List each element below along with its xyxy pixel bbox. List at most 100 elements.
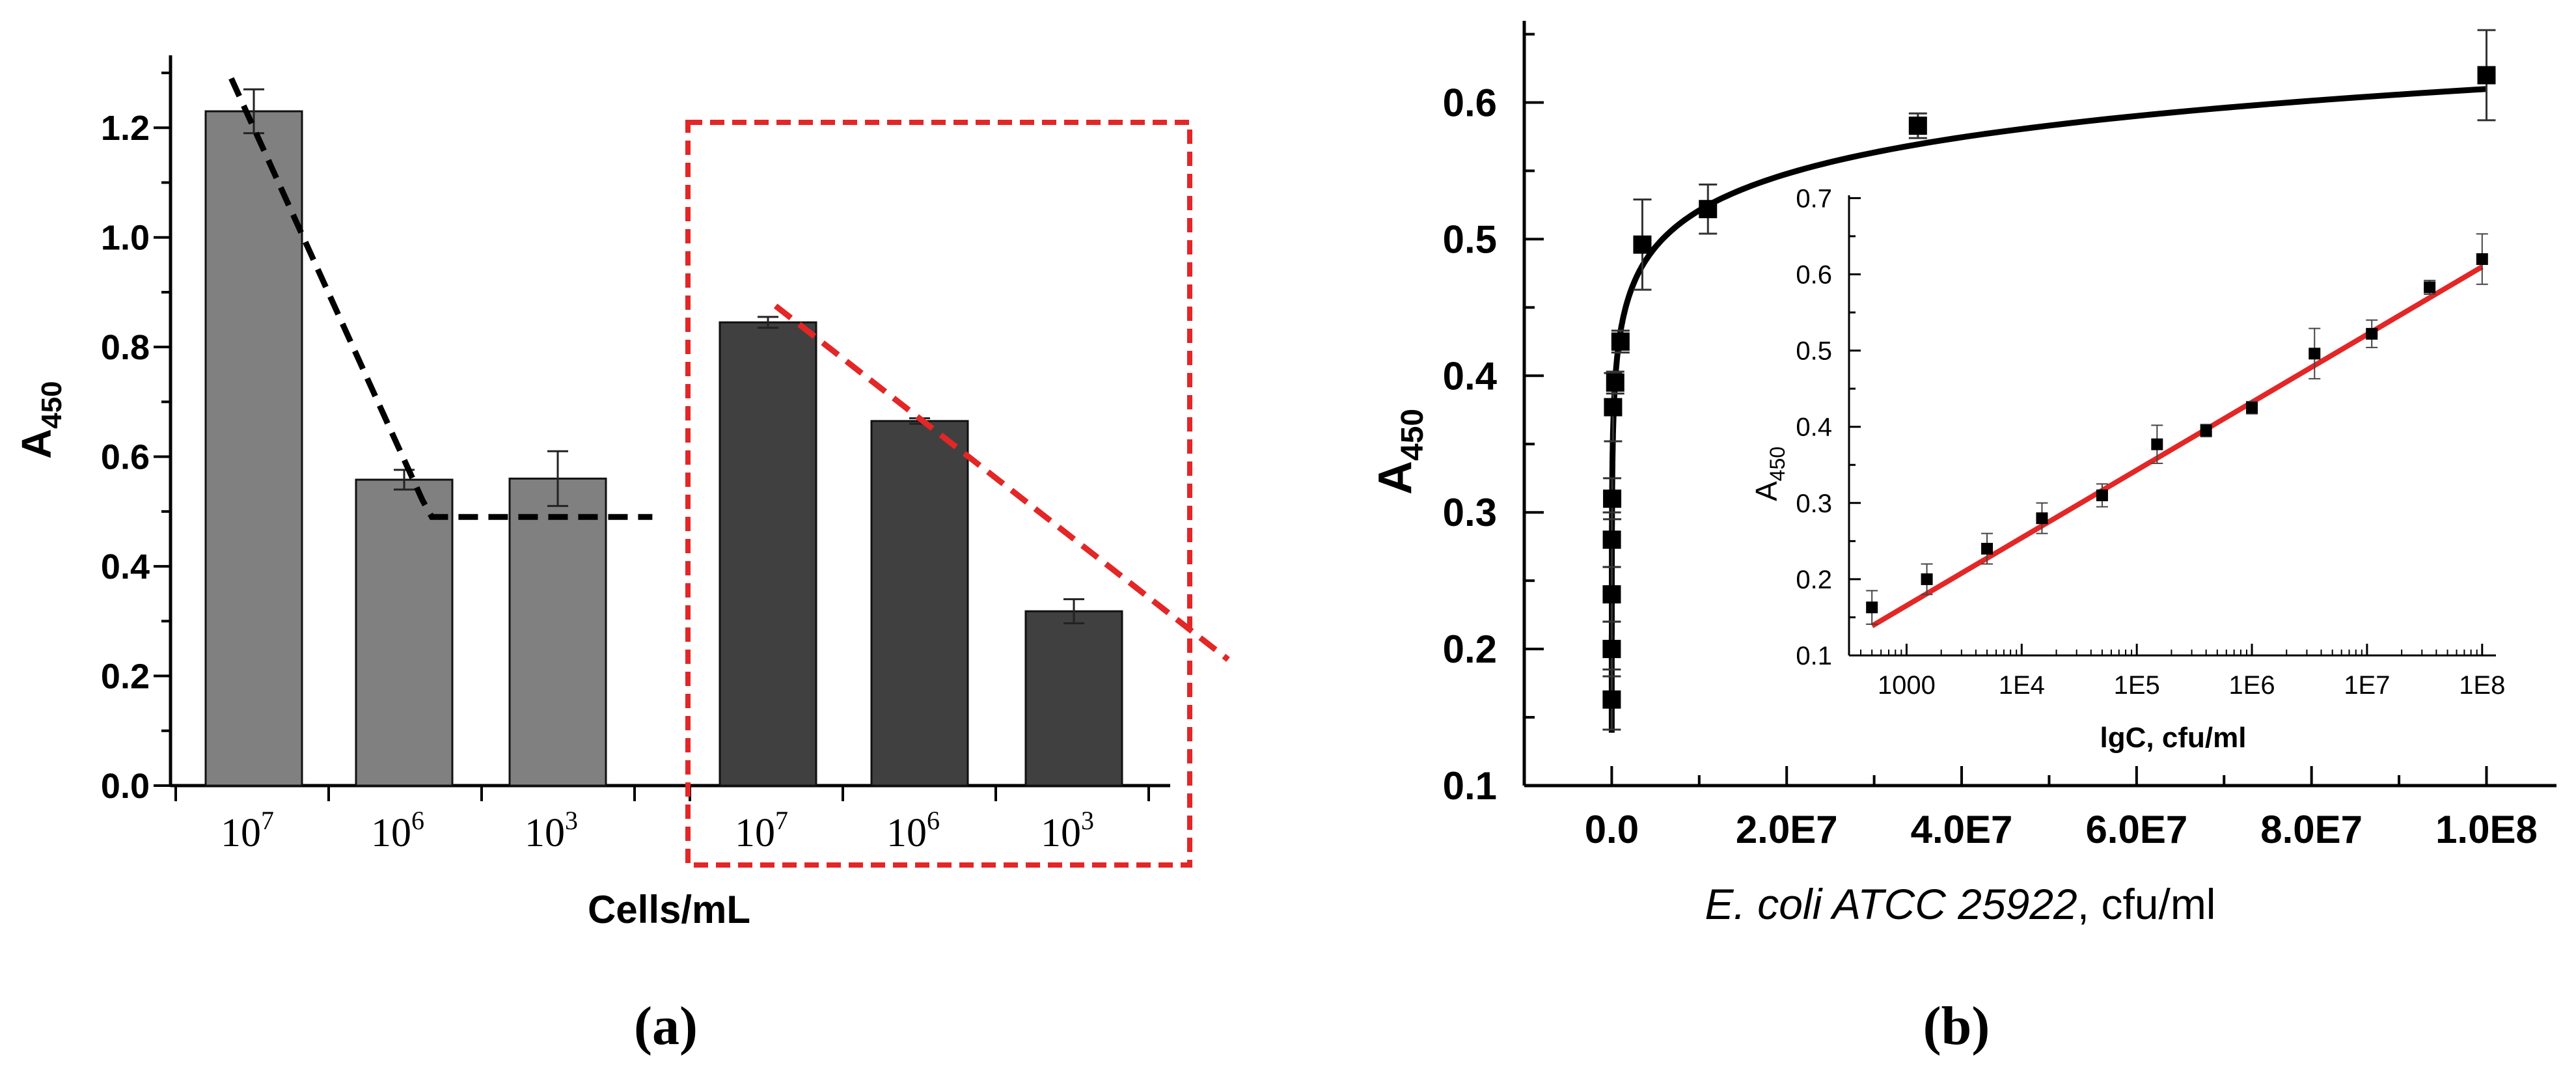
panel-a-x-tick-label: 103 [1041,806,1094,855]
inset-points [1866,233,2488,625]
panel-b-y-tick-label: 0.3 [1443,491,1497,534]
bar-2-1 [719,321,817,787]
panel-a-x-tick-label: 107 [735,806,788,855]
inset-y-axis-title: A450 [1749,446,1789,501]
inset-x-tick-label: 1E6 [2228,671,2275,700]
inset-x-tick-labels: 1000 1E4 1E5 1E6 1E7 1E8 [1878,671,2505,700]
bar-1-1 [204,110,303,787]
panel-b-point-2 [1602,640,1621,659]
inset-axes [1845,189,2502,659]
panel-b-point-12 [2477,66,2496,85]
inset-fit-line-segment [1870,264,2484,629]
panel-b-x-tick-labels: 0.0 2.0E7 4.0E7 6.0E7 8.0E7 1.0E8 [1585,808,2538,851]
panel-a-y-tick-label: 1.0 [101,219,150,258]
inset-x-tick-label: 1E8 [2459,671,2505,700]
panel-b-y-tick-label: 0.4 [1443,354,1498,398]
inset-y-axis-title-main: A [1749,481,1783,501]
panel-b-x-axis-title-italic: E. coli ATCC 25922 [1705,880,2077,928]
panel-b-point-7 [1606,373,1624,392]
inset-x-tick-label: 1000 [1878,671,1936,700]
panel-b-x-tick-label: 1.0E8 [2435,808,2538,851]
panel-b-points [1602,29,2496,731]
panel-b-y-tick-labels: 0.1 0.2 0.3 0.4 0.5 0.6 [1443,81,1498,808]
panel-b-y-tick-label: 0.1 [1443,764,1497,808]
bar-1-3 [508,477,607,787]
inset-background [1845,189,2502,659]
inset-y-tick-label: 0.3 [1796,489,1832,518]
inset-x-axis-title: lgC, cfu/ml [2100,722,2247,754]
panel-b-y-axis-title-sub: 450 [1395,409,1430,461]
inset-point-10 [2366,327,2378,340]
panel-b-point-6 [1604,398,1623,417]
panel-b-x-tick-label: 4.0E7 [1911,808,2013,851]
inset-point-11 [2424,281,2436,294]
inset-y-tick-label: 0.4 [1796,413,1832,442]
inset-point-6 [2151,438,2163,450]
inset-x-tick-label: 1E7 [2344,671,2390,700]
panel-a-y-tick-label: 1.2 [101,109,150,148]
panel-a-axes [154,55,1170,801]
panel-b-scatter-chart: 0.1 0.2 0.3 0.4 0.5 0.6 0.0 2.0E7 4.0E7 6.0E7 8.0… [1369,21,2556,1056]
panel-b-point-11 [1908,117,1927,135]
panel-b-x-tick-label: 6.0E7 [2085,808,2187,851]
panel-a-x-tick-label: 106 [371,806,424,855]
inset-point-8 [2246,402,2258,414]
panel-b-point-10 [1699,200,1718,219]
panel-b-x-tick-label: 8.0E7 [2260,808,2363,851]
panel-b-point-9 [1633,235,1652,254]
panel-a-bars [204,88,1123,787]
panel-a-label: (a) [634,996,698,1056]
panel-b-x-axis-title: E. coli ATCC 25922, cfu/ml [1705,880,2216,928]
inset-x-tick-label: 1E4 [1999,671,2045,700]
inset-y-tick-label: 0.7 [1796,184,1832,213]
inset-y-tick-label: 0.2 [1796,566,1832,594]
inset-point-5 [2096,489,2108,502]
panel-a-x-axis-title: Cells/mL [588,888,750,931]
bar-2-2 [870,420,969,787]
panel-b-point-5 [1603,489,1622,508]
bar-2-3 [1024,610,1123,787]
inset-point-3 [1981,543,1994,555]
panel-a-y-tick-label: 0.6 [101,438,150,477]
panel-b-y-tick-label: 0.2 [1443,627,1497,671]
panel-a-y-axis-title-sub: 450 [36,381,68,428]
panel-a-highlight-box [685,120,1192,868]
inset-point-12 [2476,253,2488,266]
panel-b-inset-chart: 0.1 0.2 0.3 0.4 0.5 0.6 0.7 1000 1E4 1E5 1E6 1E7 1E… [1749,184,2505,754]
panel-a-x-tick-label: 103 [525,806,578,855]
panel-a-trend-lines [228,77,1230,662]
inset-y-tick-label: 0.5 [1796,337,1832,366]
inset-point-9 [2309,348,2321,360]
panel-a-y-tick-label: 0.4 [101,547,150,586]
inset-x-tick-label: 1E5 [2114,671,2160,700]
panel-b-y-axis-title: A450 [1369,409,1430,495]
panel-a-x-tick-label: 107 [221,806,274,855]
panel-a-y-tick-label: 0.2 [101,657,150,696]
inset-point-2 [1921,573,1933,585]
inset-y-tick-label: 0.6 [1796,261,1832,290]
inset-point-1 [1866,601,1878,614]
panel-b-axes [1522,21,2556,788]
panel-b-point-1 [1602,690,1621,709]
panel-a-y-axis-title-main: A [13,429,60,459]
panel-b-x-axis-title-rest: , cfu/ml [2077,880,2216,928]
panel-a-x-tick-label: 106 [886,806,940,855]
panel-a-y-tick-label: 0.0 [101,767,150,806]
bar-1-2 [355,478,454,787]
trend-line-2 [773,303,1230,662]
panel-a-y-tick-label: 0.8 [101,328,150,367]
panel-b-point-3 [1602,585,1621,604]
panel-b-point-8 [1611,332,1630,351]
panel-a-x-tick-labels: 107 106 103 107 106 103 [221,806,1094,855]
inset-y-axis-title-sub: 450 [1766,446,1789,481]
panel-a-y-axis-title: A450 [13,381,68,459]
inset-point-4 [2036,512,2048,525]
panel-b-label: (b) [1923,996,1990,1056]
inset-y-tick-label: 0.1 [1796,642,1832,670]
panel-a-y-tick-labels: 0.0 0.2 0.4 0.6 0.8 1.0 1.2 [101,109,150,806]
panel-b-y-axis-title-main: A [1369,461,1421,495]
panel-b-y-tick-label: 0.6 [1443,81,1497,125]
panel-b-x-tick-label: 0.0 [1585,808,1639,851]
panel-a-bar-chart: 0.0 0.2 0.4 0.6 0.8 1.0 1.2 107 106 103 107 106 103… [13,55,1230,1056]
